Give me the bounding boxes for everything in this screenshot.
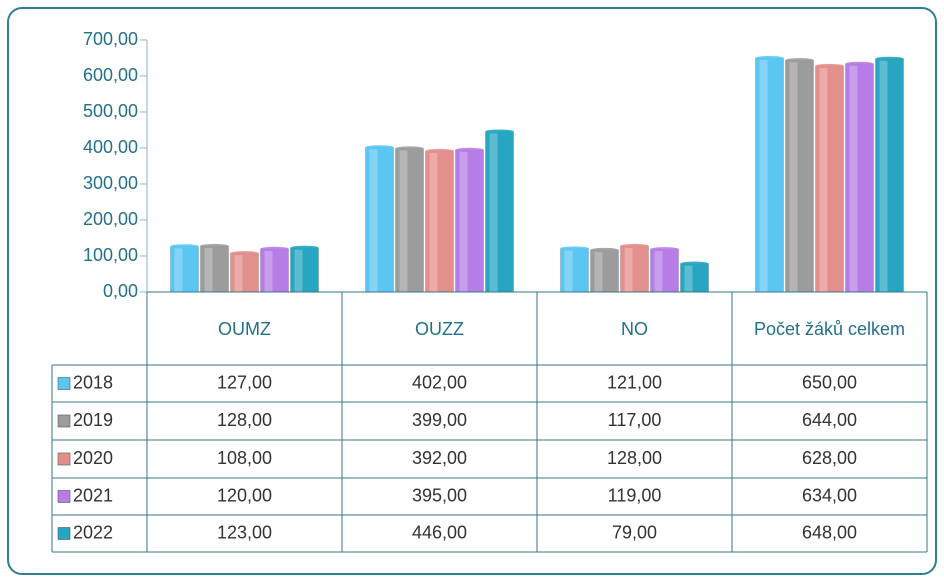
bar-shine <box>849 65 858 292</box>
category-cell: NO <box>621 318 648 339</box>
y-tick-label: 100,00 <box>83 245 138 265</box>
y-tick-label: 700,00 <box>83 29 138 49</box>
bar <box>170 245 199 293</box>
category-cell: OUZZ <box>415 318 464 339</box>
value-label: 634,00 <box>802 485 857 505</box>
legend-label: 2020 <box>73 448 113 468</box>
bar-shine <box>879 60 888 292</box>
bar-top <box>755 56 784 60</box>
bar-top <box>485 129 514 134</box>
value-label: 123,00 <box>217 522 272 542</box>
legend-label: 2021 <box>73 485 113 505</box>
bar-shine <box>399 150 408 292</box>
bar-top <box>455 147 484 152</box>
legend-swatch <box>57 452 71 466</box>
y-tick-label: 500,00 <box>83 101 138 121</box>
bar-top <box>365 145 394 150</box>
bar-shine <box>174 248 183 292</box>
bar <box>395 147 424 293</box>
legend-swatch <box>57 377 71 390</box>
bar-top <box>425 148 454 153</box>
value-label: 117,00 <box>608 410 662 430</box>
bar <box>815 65 844 293</box>
value-label: 628,00 <box>802 448 857 468</box>
value-label: 128,00 <box>217 410 272 430</box>
bar-top <box>815 63 844 68</box>
bar-shine <box>429 152 438 292</box>
bar <box>755 57 784 293</box>
bar <box>485 130 514 293</box>
category-cell: OUMZ <box>218 318 271 339</box>
value-label: 392,00 <box>412 448 467 468</box>
value-label: 127,00 <box>217 372 272 392</box>
bar-shine <box>234 255 243 292</box>
bar-top <box>260 246 289 251</box>
bar <box>845 63 874 293</box>
x-tick-label: OUZZ <box>415 318 464 339</box>
value-label: 650,00 <box>802 372 857 392</box>
x-tick-label: Počet žáků celkem <box>753 318 906 339</box>
bar <box>590 249 619 293</box>
bar-shine <box>654 251 663 292</box>
bar-shine <box>369 149 378 292</box>
bar-top <box>650 247 679 252</box>
y-tick-label: 600,00 <box>83 65 138 85</box>
y-tick-label: 400,00 <box>83 137 138 157</box>
bar-shine <box>759 60 768 292</box>
legend-swatch <box>57 490 71 503</box>
bar-shine <box>819 67 828 292</box>
bar <box>785 59 814 293</box>
bar-shine <box>489 133 498 292</box>
bar-top <box>170 244 199 249</box>
value-label: 395,00 <box>412 485 467 505</box>
bar-top <box>560 246 589 251</box>
legend-swatch <box>57 414 71 428</box>
y-tick-label: 0,00 <box>103 281 138 301</box>
category-cell: Počet žáků celkem <box>753 318 906 339</box>
bar-top <box>230 251 259 256</box>
bar-shine <box>459 151 468 292</box>
bar-shine <box>264 250 273 292</box>
bar-shine <box>204 247 213 292</box>
y-tick-label: 200,00 <box>83 209 138 229</box>
bar-top <box>290 245 319 250</box>
value-label: 648,00 <box>802 522 857 542</box>
bar-top <box>620 243 649 248</box>
bar-shine <box>624 247 633 292</box>
value-label: 399,00 <box>412 410 467 430</box>
value-label: 121,00 <box>607 372 662 392</box>
legend-label: 2019 <box>73 410 113 430</box>
y-tick-label: 300,00 <box>83 173 138 193</box>
bar-top <box>200 243 229 248</box>
bar-top <box>395 146 424 151</box>
value-label: 128,00 <box>607 448 662 468</box>
value-label: 644,00 <box>802 410 857 430</box>
bar-top <box>875 56 904 61</box>
legend-label: 2018 <box>73 372 113 392</box>
value-label: 79,00 <box>612 522 657 542</box>
x-tick-label: NO <box>621 318 648 339</box>
bar-top <box>680 261 709 266</box>
legend-swatch <box>57 527 71 540</box>
value-label: 402,00 <box>412 372 467 392</box>
bar-top <box>845 61 874 66</box>
x-tick-label: OUMZ <box>218 318 271 339</box>
value-label: 108,00 <box>217 448 272 468</box>
bar-shine <box>789 62 798 292</box>
bar-shine <box>684 265 693 292</box>
legend-label: 2022 <box>73 522 113 542</box>
value-label: 446,00 <box>412 522 467 542</box>
bar-shine <box>294 249 303 292</box>
value-label: 120,00 <box>217 485 272 505</box>
bar-shine <box>594 251 603 292</box>
bar-shine <box>564 250 573 292</box>
bar-top <box>785 58 814 63</box>
bar-top <box>590 247 619 252</box>
value-label: 119,00 <box>608 485 662 505</box>
bar <box>425 150 454 293</box>
